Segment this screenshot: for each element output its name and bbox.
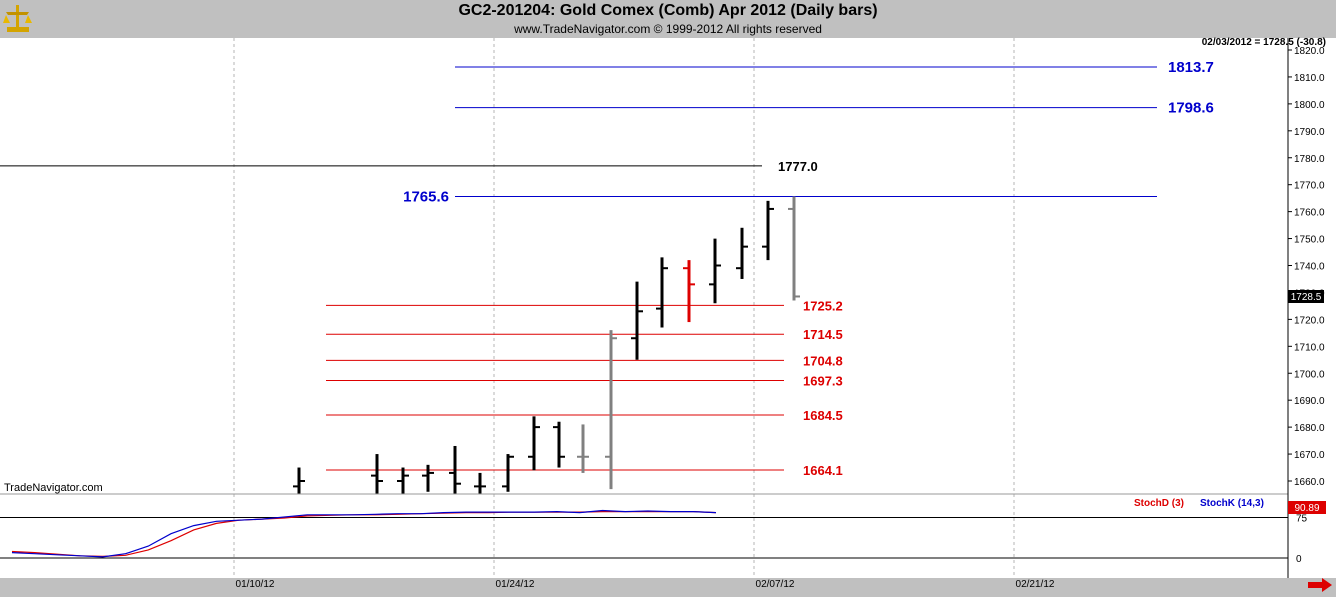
- level-label: 1725.2: [803, 298, 843, 313]
- date-tick-label: 01/10/12: [236, 579, 275, 590]
- price-tick-label: 1800.0: [1294, 100, 1325, 111]
- current-price-tag: [1288, 290, 1324, 303]
- stoch-value-label: 90.89: [1294, 503, 1319, 514]
- price-tick-label: 1700.0: [1294, 369, 1325, 380]
- price-tick-label: 1820.0: [1294, 46, 1325, 57]
- price-tick-label: 1720.0: [1294, 315, 1325, 326]
- price-tick-label: 1790.0: [1294, 127, 1325, 138]
- level-label: 1697.3: [803, 374, 843, 389]
- tradenavigator-logo-icon: [3, 2, 33, 34]
- chart-title: GC2-201204: Gold Comex (Comb) Apr 2012 (…: [458, 2, 878, 19]
- stochk-line: [11, 509, 717, 558]
- price-axis: [1288, 38, 1336, 578]
- chart-header: GC2-201204: Gold Comex (Comb) Apr 2012 (…: [0, 0, 1336, 38]
- current-price-label: 1728.5: [1291, 292, 1322, 303]
- price-tick-label: 1670.0: [1294, 450, 1325, 461]
- stochastic-panel: 75 0: [0, 509, 1308, 565]
- date-axis: 01/10/12 01/24/12 02/07/12 02/21/12: [236, 579, 1055, 590]
- ohlc-bars: [293, 196, 800, 494]
- level-label: 1813.7: [1168, 59, 1214, 76]
- date-gridlines: [233, 38, 1015, 578]
- level-lines: 1813.7 1798.6 1777.0 1765.6 1725.2 1714.5 1704…: [0, 59, 1214, 478]
- price-tick-label: 1710.0: [1294, 342, 1325, 353]
- price-tick-label: 1750.0: [1294, 235, 1325, 246]
- stoch-tick-label: 0: [1296, 554, 1302, 565]
- level-label: 1704.8: [803, 353, 843, 368]
- level-label: 1664.1: [803, 463, 843, 478]
- stochd-legend: StochD (3): [1134, 498, 1184, 509]
- level-label: 1798.6: [1168, 100, 1214, 117]
- plot-area: [0, 38, 1288, 578]
- scroll-right-arrow-icon[interactable]: [1308, 578, 1332, 592]
- stoch-value-tag: [1288, 501, 1326, 514]
- price-tick-label: 1760.0: [1294, 208, 1325, 219]
- stochk-legend: StochK (14,3): [1200, 498, 1264, 509]
- price-tick-label: 1690.0: [1294, 396, 1325, 407]
- price-tick-label: 1780.0: [1294, 154, 1325, 165]
- price-tick-label: 1770.0: [1294, 181, 1325, 192]
- date-tick-label: 02/07/12: [756, 579, 795, 590]
- level-label: 1765.6: [403, 189, 449, 206]
- level-label: 1714.5: [803, 327, 843, 342]
- price-tick-label: 1810.0: [1294, 73, 1325, 84]
- price-tick-label: 1740.0: [1294, 262, 1325, 273]
- level-label: 1684.5: [803, 408, 843, 423]
- price-readout: 02/03/2012 = 1728.5 (-30.8): [1202, 37, 1326, 48]
- date-tick-label: 01/24/12: [496, 579, 535, 590]
- price-tick-label: 1660.0: [1294, 477, 1325, 488]
- price-tick-label: 1680.0: [1294, 423, 1325, 434]
- copyright-text: www.TradeNavigator.com © 1999-2012 All r…: [514, 22, 822, 36]
- level-label: 1777.0: [778, 159, 818, 174]
- stoch-tick-label: 75: [1296, 514, 1308, 525]
- date-tick-label: 02/21/12: [1016, 579, 1055, 590]
- watermark-text: TradeNavigator.com: [4, 482, 103, 494]
